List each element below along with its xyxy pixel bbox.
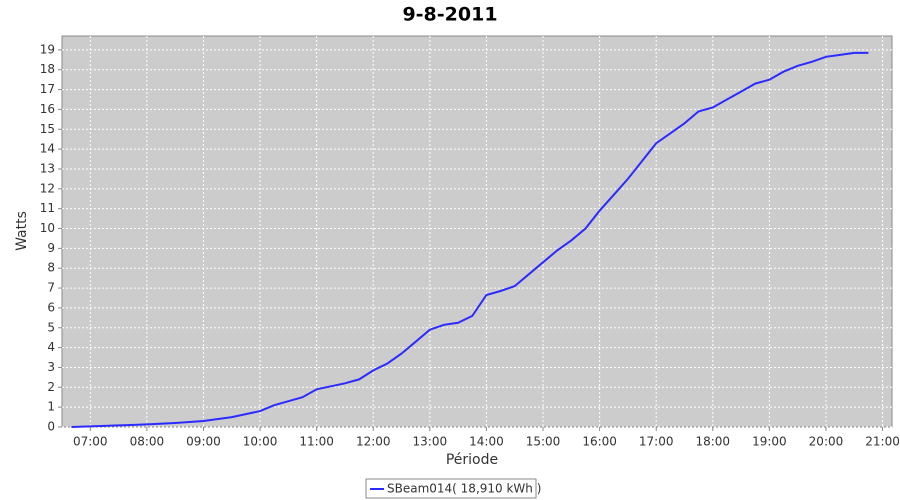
x-axis-label: Période xyxy=(446,452,498,468)
chart-title: 9-8-2011 xyxy=(402,4,497,26)
legend-label: SBeam014( 18,910 kWh ) xyxy=(387,482,541,496)
y-tick-label: 12 xyxy=(40,181,55,195)
x-tick-label: 15:00 xyxy=(526,435,561,449)
y-tick-label: 7 xyxy=(47,281,55,295)
x-tick-label: 20:00 xyxy=(809,435,844,449)
x-tick-label: 08:00 xyxy=(130,435,165,449)
x-tick-label: 10:00 xyxy=(243,435,278,449)
y-tick-label: 18 xyxy=(40,62,55,76)
y-tick-label: 2 xyxy=(47,380,55,394)
series-line xyxy=(71,51,869,428)
x-tick-label: 07:00 xyxy=(73,435,108,449)
x-tick-label: 19:00 xyxy=(752,435,787,449)
y-tick-label: 19 xyxy=(40,42,55,56)
y-tick-label: 5 xyxy=(47,320,55,334)
y-tick-label: 6 xyxy=(47,300,55,314)
y-tick-label: 11 xyxy=(40,201,55,215)
y-tick-label: 4 xyxy=(47,340,55,354)
x-tick-label: 16:00 xyxy=(582,435,617,449)
y-tick-label: 3 xyxy=(47,360,55,374)
y-tick-label: 1 xyxy=(47,400,55,414)
x-tick-label: 18:00 xyxy=(695,435,730,449)
legend-box xyxy=(365,478,537,499)
y-tick-label: 10 xyxy=(40,221,55,235)
y-tick-label: 13 xyxy=(40,161,55,175)
x-tick-label: 21:00 xyxy=(865,435,900,449)
y-axis-label: Watts xyxy=(14,211,30,251)
x-tick-label: 12:00 xyxy=(356,435,391,449)
x-tick-label: 14:00 xyxy=(469,435,504,449)
y-tick-label: 17 xyxy=(40,82,55,96)
x-tick-label: 11:00 xyxy=(299,435,334,449)
plot-area xyxy=(61,35,893,428)
y-tick-label: 8 xyxy=(47,261,55,275)
y-tick-label: 15 xyxy=(40,122,55,136)
y-tick-label: 0 xyxy=(47,420,55,434)
y-tick-label: 14 xyxy=(40,142,55,156)
x-tick-label: 09:00 xyxy=(186,435,221,449)
y-tick-label: 16 xyxy=(40,102,55,116)
x-tick-label: 13:00 xyxy=(413,435,448,449)
y-tick-label: 9 xyxy=(47,241,55,255)
x-tick-label: 17:00 xyxy=(639,435,674,449)
